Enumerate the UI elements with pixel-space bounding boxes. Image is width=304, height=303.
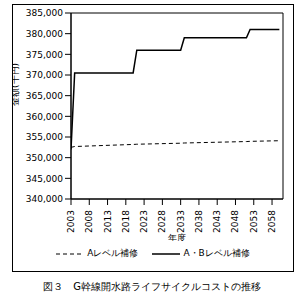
svg-text:2038: 2038 — [194, 210, 204, 233]
svg-text:2058: 2058 — [267, 210, 277, 233]
svg-text:345,000: 345,000 — [26, 174, 63, 184]
svg-text:金額(千円): 金額(千円) — [13, 63, 20, 106]
svg-text:360,000: 360,000 — [26, 112, 63, 122]
svg-text:350,000: 350,000 — [26, 153, 63, 163]
html-text:図３ G幹線開水路ライフサイクルコストの推移: 図３ G幹線開水路ライフサイクルコストの推移 — [43, 281, 261, 292]
html-text:Aレベル補修: Aレベル補修 — [87, 248, 139, 258]
svg-text:2053: 2053 — [249, 210, 259, 233]
svg-text:2023: 2023 — [139, 210, 149, 233]
svg-text:340,000: 340,000 — [26, 194, 63, 204]
svg-text:2028: 2028 — [157, 210, 167, 233]
svg-text:355,000: 355,000 — [26, 132, 63, 142]
svg-text:380,000: 380,000 — [26, 29, 63, 39]
svg-text:2008: 2008 — [84, 210, 94, 233]
svg-text:2033: 2033 — [176, 210, 186, 233]
svg-text:365,000: 365,000 — [26, 91, 63, 101]
svg-text:375,000: 375,000 — [26, 50, 63, 60]
svg-text:385,000: 385,000 — [26, 8, 63, 18]
svg-text:370,000: 370,000 — [26, 70, 63, 80]
svg-text:年度: 年度 — [168, 233, 186, 241]
svg-text:2043: 2043 — [212, 210, 222, 233]
html-text:A・Bレベル補修: A・Bレベル補修 — [183, 248, 250, 258]
svg-text:2013: 2013 — [103, 210, 113, 233]
svg-text:2048: 2048 — [230, 210, 240, 233]
svg-text:2003: 2003 — [66, 210, 76, 233]
svg-text:2018: 2018 — [121, 210, 131, 233]
